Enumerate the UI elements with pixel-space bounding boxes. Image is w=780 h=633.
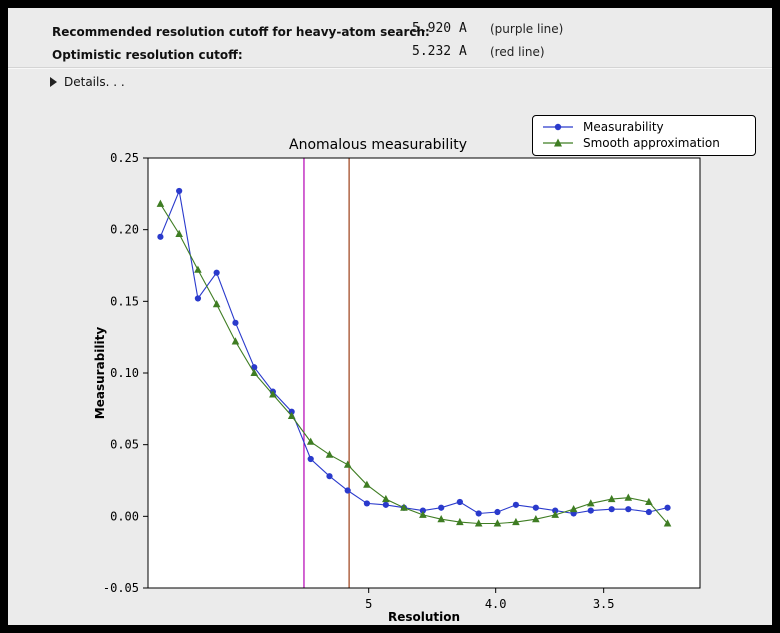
- legend-item-measurability: Measurability: [541, 120, 747, 134]
- legend-label-measurability: Measurability: [583, 120, 664, 134]
- smooth-approximation-markers: [156, 199, 672, 527]
- x-tick-label: 5: [365, 597, 372, 611]
- y-axis-label: Measurability: [93, 327, 107, 420]
- details-label: Details. . .: [64, 75, 125, 89]
- y-tick-label: 0.15: [110, 294, 139, 308]
- measurability-line: [159, 189, 668, 515]
- recommended-cutoff-row: Recommended resolution cutoff for heavy-…: [52, 21, 762, 39]
- y-tick-label: 0.20: [110, 223, 139, 237]
- measurability-line-sample: [543, 123, 573, 131]
- x-tick-label: 4.0: [485, 597, 507, 611]
- chart-area: 0.25 0.20 0.15 0.10 0.05 0.00 -0.05 5 4.0 3.5 Ano…: [88, 103, 758, 628]
- measurability-markers: [157, 187, 671, 517]
- legend-label-smooth-approximation: Smooth approximation: [583, 136, 720, 150]
- smooth-approximation-line-sample: [543, 138, 573, 147]
- recommended-cutoff-note: (purple line): [490, 22, 564, 36]
- chart-title: Anomalous measurability: [289, 137, 467, 153]
- details-toggle[interactable]: Details. . .: [50, 74, 125, 90]
- x-axis-label: Resolution: [388, 610, 460, 624]
- y-tick-label: -0.05: [103, 581, 139, 595]
- plot-background: [148, 158, 700, 588]
- recommended-cutoff-label: Recommended resolution cutoff for heavy-…: [52, 25, 430, 39]
- legend-item-smooth-approximation: Smooth approximation: [541, 136, 747, 150]
- y-tick-label: 0.05: [110, 438, 139, 452]
- optimistic-cutoff-row: Optimistic resolution cutoff: 5.232 A (r…: [52, 44, 762, 62]
- expand-arrow-icon: [50, 77, 57, 87]
- y-tick-label: 0.25: [110, 151, 139, 165]
- x-tick-label: 3.5: [593, 597, 615, 611]
- optimistic-cutoff-label: Optimistic resolution cutoff:: [52, 48, 243, 62]
- main-panel: Recommended resolution cutoff for heavy-…: [8, 8, 772, 625]
- optimistic-cutoff-value: 5.232 A: [412, 44, 467, 59]
- optimistic-cutoff-note: (red line): [490, 45, 545, 59]
- chart-legend: Measurability Smooth approximation: [532, 115, 756, 156]
- y-tick-label: 0.00: [110, 509, 139, 523]
- recommended-cutoff-value: 5.920 A: [412, 21, 467, 36]
- anomalous-measurability-chart: 0.25 0.20 0.15 0.10 0.05 0.00 -0.05 5 4.0 3.5 Ano…: [93, 137, 701, 624]
- y-tick-label: 0.10: [110, 366, 139, 380]
- smooth-approximation-line: [159, 203, 668, 525]
- section-divider: [8, 67, 772, 69]
